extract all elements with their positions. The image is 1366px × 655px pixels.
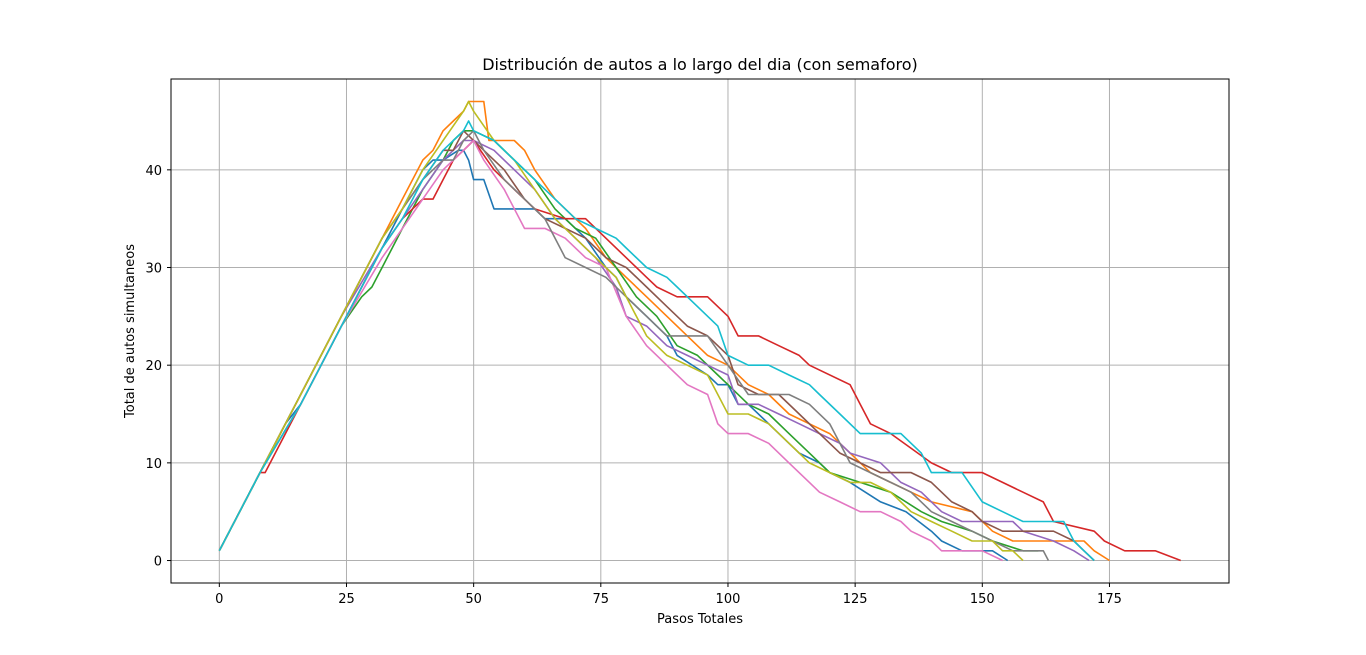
x-tick-label: 100	[716, 592, 741, 607]
x-tick-label: 25	[338, 592, 355, 607]
y-tick-label: 30	[145, 262, 162, 277]
ticks: 0 25 50 75 100 125 150 175 0 10 20 30 40	[145, 164, 1121, 607]
x-tick-label: 75	[593, 592, 610, 607]
series-line-2	[218, 100, 1110, 562]
series-line-3	[218, 130, 1039, 552]
y-tick-label: 40	[145, 164, 162, 179]
x-tick-label: 50	[465, 592, 482, 607]
y-tick-label: 0	[154, 555, 162, 570]
series-line-4	[218, 139, 1181, 562]
series-line-7	[218, 139, 1003, 562]
grid	[171, 79, 1229, 583]
chart-title: Distribución de autos a lo largo del dia…	[482, 55, 918, 74]
series-group	[218, 100, 1181, 562]
x-tick-label: 0	[215, 592, 223, 607]
x-axis-label: Pasos Totales	[657, 612, 743, 627]
y-tick-label: 20	[145, 359, 162, 374]
x-tick-label: 150	[970, 592, 995, 607]
y-axis-label: Total de autos simultaneos	[123, 244, 138, 419]
x-tick-label: 175	[1097, 592, 1122, 607]
series-line-9	[218, 100, 1024, 562]
x-tick-label: 125	[843, 592, 868, 607]
series-line-8	[218, 130, 1050, 561]
y-tick-label: 10	[145, 457, 162, 472]
series-line-5	[218, 139, 1090, 562]
plot-frame	[170, 78, 1230, 584]
series-line-10	[218, 120, 1095, 562]
